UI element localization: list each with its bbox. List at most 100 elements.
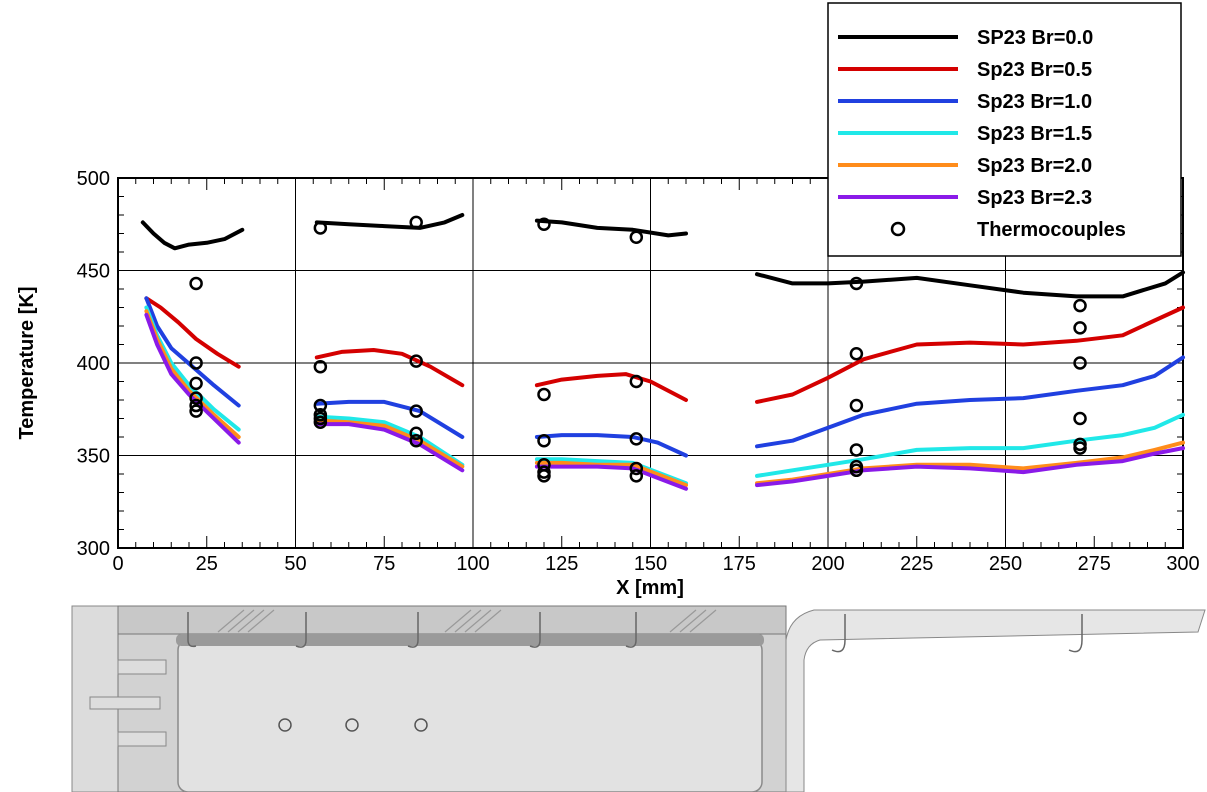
x-tick-label: 150 [634, 553, 667, 575]
series-line [755, 446, 1185, 488]
legend-label: SP23 Br=0.0 [977, 27, 1093, 49]
series-line [144, 312, 241, 445]
series-layer [140, 213, 1185, 491]
x-tick-label: 25 [196, 553, 218, 575]
cooling-pipes [89, 659, 167, 747]
series-line [140, 220, 245, 251]
series-line [755, 305, 1185, 404]
y-tick-label: 500 [77, 168, 110, 190]
series-line [534, 218, 688, 238]
thermocouple-point [629, 432, 644, 446]
thermocouple-point [849, 347, 864, 361]
drawing-lip [176, 634, 764, 646]
thermocouple-point [189, 356, 203, 370]
thermocouple-point [409, 354, 423, 368]
thermocouple-point [1073, 441, 1087, 455]
thermocouple-point [537, 469, 551, 483]
x-axis-title: X [mm] [616, 577, 684, 599]
hatch-marks [217, 609, 717, 633]
grid-lines [118, 178, 1183, 548]
legend-label: Sp23 Br=0.5 [977, 59, 1092, 81]
y-tick-label: 350 [77, 446, 110, 468]
x-tick-label: 200 [811, 553, 844, 575]
thermocouple-point [629, 230, 644, 244]
x-tick-label: 50 [284, 553, 306, 575]
x-axis-ticks: 0 25 50 75 100 125 150 175 200 225 250 275 300 [112, 178, 1200, 575]
thermocouple-point [313, 221, 328, 235]
y-tick-label: 400 [77, 353, 110, 375]
series-6 [144, 312, 1185, 491]
thermocouple-point [409, 215, 423, 230]
thermocouple-point [849, 276, 864, 291]
legend-box [827, 2, 1182, 257]
drawing-outlet-wall [785, 609, 1206, 792]
thermocouple-point [189, 404, 203, 418]
x-tick-label: 75 [373, 553, 395, 575]
thermocouple-point [1073, 298, 1087, 313]
series-3 [144, 296, 1185, 458]
thermocouple-point [537, 433, 551, 448]
thermocouple-holes [278, 718, 428, 732]
drawing-liner-band [117, 605, 787, 635]
thermocouple-point [189, 398, 203, 413]
thermocouple-point [537, 387, 551, 402]
series-1 [140, 213, 1185, 299]
series-line [314, 399, 465, 439]
thermocouple-point [1073, 356, 1087, 370]
series-line [314, 213, 465, 230]
x-tick-label: 125 [545, 553, 578, 575]
legend-label: Sp23 Br=1.5 [977, 123, 1092, 145]
thermocouple-point [409, 426, 423, 441]
series-2 [144, 296, 1185, 404]
thermocouple-point [313, 398, 328, 413]
legend-label: Sp23 Br=2.0 [977, 155, 1092, 177]
series-line [534, 372, 688, 402]
series-line [144, 296, 241, 369]
thermocouple-point [537, 217, 551, 231]
legend-label: Sp23 Br=2.3 [977, 187, 1092, 209]
drawing-inner-panel [177, 639, 763, 792]
thermocouple-point [313, 359, 328, 374]
x-tick-label: 100 [456, 553, 489, 575]
series-line [314, 348, 465, 388]
thermocouple-point [189, 376, 203, 391]
x-tick-label: 300 [1166, 553, 1199, 575]
series-line [534, 464, 688, 491]
thermocouple-point [849, 443, 864, 457]
series-line [314, 422, 465, 473]
thermocouple-point [189, 391, 203, 405]
thermocouple-point [849, 463, 864, 478]
series-4 [144, 305, 1185, 486]
thermocouple-point [313, 415, 328, 429]
thermocouple-markers [189, 215, 1087, 483]
y-tick-label: 300 [77, 538, 110, 560]
thermocouple-point [629, 374, 644, 389]
thermocouple-point [189, 276, 203, 291]
series-line [314, 414, 465, 467]
thermocouple-point [629, 469, 644, 483]
series-line [755, 355, 1185, 449]
hook-clips [187, 612, 1083, 653]
y-tick-label: 450 [77, 261, 110, 283]
series-line [755, 412, 1185, 478]
y-axis-ticks: 300 350 400 450 500 [77, 168, 1183, 560]
legend-label: Sp23 Br=1.0 [977, 91, 1092, 113]
thermocouple-point [1073, 411, 1087, 426]
thermocouple-point [629, 461, 644, 476]
series-line [314, 418, 465, 469]
y-axis-title: Temperature [K] [16, 287, 38, 440]
legend-label: Thermocouples [977, 219, 1126, 241]
series-line [144, 296, 241, 408]
x-tick-label: 0 [112, 553, 123, 575]
x-tick-label: 225 [900, 553, 933, 575]
x-tick-label: 250 [989, 553, 1022, 575]
thermocouple-point [409, 404, 423, 418]
test-section-drawing [71, 605, 1206, 792]
x-tick-label: 275 [1078, 553, 1111, 575]
legend: SP23 Br=0.0 Sp23 Br=0.5 Sp23 Br=1.0 Sp23 Br… [827, 2, 1182, 257]
x-tick-label: 175 [723, 553, 756, 575]
series-line [534, 433, 688, 458]
thermocouple-point [849, 398, 864, 413]
thermocouple-point [409, 433, 423, 448]
